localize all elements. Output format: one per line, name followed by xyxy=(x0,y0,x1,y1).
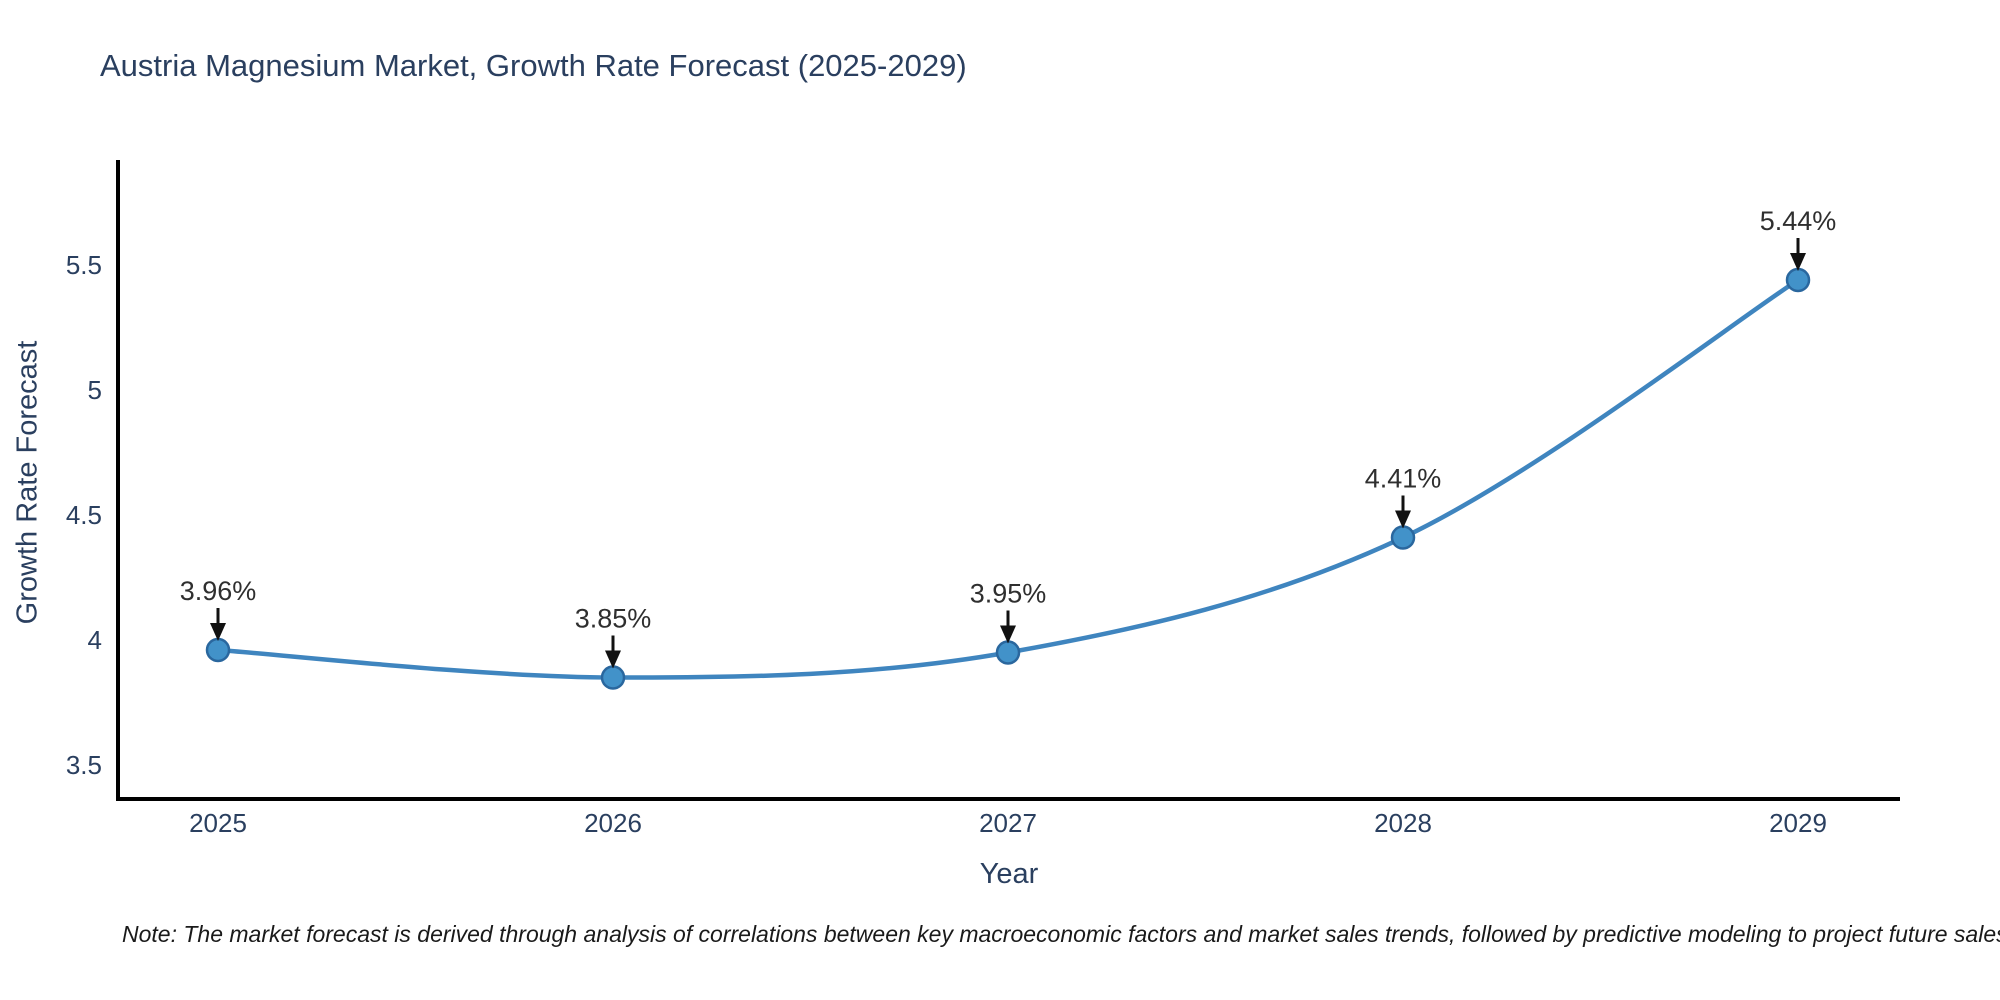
data-point-2028 xyxy=(1390,525,1416,550)
data-point-2025 xyxy=(205,637,231,663)
annotation-label-2026: 3.85% xyxy=(575,604,652,634)
annotation-arrowhead-2025 xyxy=(210,623,226,641)
annotation-label-2025: 3.96% xyxy=(180,576,257,606)
y-tick-3.5: 3.5 xyxy=(66,750,102,780)
x-tick-2028: 2028 xyxy=(1374,808,1432,838)
y-tick-4: 4 xyxy=(88,625,102,655)
chart-title: Austria Magnesium Market, Growth Rate Fo… xyxy=(100,48,967,83)
y-axis-title: Growth Rate Forecast xyxy=(11,340,44,625)
y-tick-5: 5 xyxy=(88,375,102,405)
data-point-2027 xyxy=(995,640,1021,665)
y-tick-4.5: 4.5 xyxy=(66,500,102,530)
annotation-arrowhead-2026 xyxy=(605,650,621,669)
x-tick-2029: 2029 xyxy=(1769,808,1827,838)
annotation-label-2029: 5.44% xyxy=(1760,206,1837,236)
y-tick-5.5: 5.5 xyxy=(66,250,102,280)
x-tick-2025: 2025 xyxy=(189,808,247,838)
x-tick-2027: 2027 xyxy=(979,808,1037,838)
data-point-2029 xyxy=(1785,267,1811,293)
x-tick-2026: 2026 xyxy=(584,808,642,838)
annotation-arrowhead-2029 xyxy=(1790,253,1806,271)
x-axis-title: Year xyxy=(979,858,1039,890)
footnote: Note: The market forecast is derived thr… xyxy=(122,921,2000,947)
annotation-arrowhead-2028 xyxy=(1395,510,1411,529)
annotation-arrowhead-2027 xyxy=(1000,625,1016,644)
annotation-label-2028: 4.41% xyxy=(1365,464,1442,494)
data-point-2026 xyxy=(600,665,626,690)
annotation-label-2027: 3.95% xyxy=(970,579,1047,609)
